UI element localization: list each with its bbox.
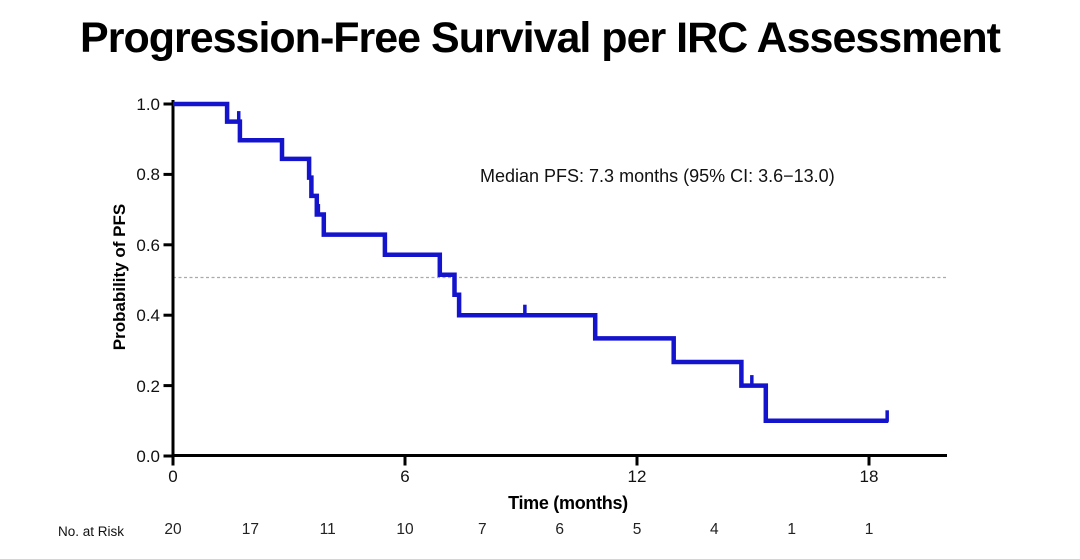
y-tick-label: 0.6 [136, 235, 160, 255]
at-risk-count: 6 [555, 521, 564, 538]
censor-ticks [236, 111, 889, 422]
y-tick-label: 0.8 [136, 165, 160, 185]
y-tick-label: 0.4 [136, 306, 160, 326]
y-tick-label: 0.2 [136, 376, 160, 396]
at-risk-count: 1 [864, 521, 874, 538]
x-tick-label: 18 [859, 467, 879, 486]
x-tick-label: 6 [400, 467, 410, 486]
at-risk-count: 1 [787, 521, 796, 538]
at-risk-count: 17 [241, 521, 259, 538]
x-tick-label: 12 [627, 467, 647, 486]
km-curve [173, 101, 889, 424]
at-risk-count: 11 [319, 521, 336, 538]
x-tick-label: 0 [168, 467, 178, 486]
at-risk-label: No. at Risk [58, 524, 125, 539]
at-risk-count: 10 [396, 521, 414, 538]
at-risk-count: 20 [164, 521, 182, 538]
y-tick-label: 0.0 [136, 447, 160, 466]
at-risk-count: 4 [710, 521, 719, 538]
median-annotation: Median PFS: 7.3 months (95% CI: 3.6−13.0… [480, 166, 835, 186]
at-risk-count: 7 [478, 521, 487, 538]
axes [163, 100, 947, 466]
y-tick-label: 1.0 [136, 95, 160, 114]
chart-title: Progression-Free Survival per IRC Assess… [80, 14, 1001, 62]
x-axis-label: Time (months) [508, 493, 628, 513]
at-risk-count: 5 [632, 521, 642, 538]
